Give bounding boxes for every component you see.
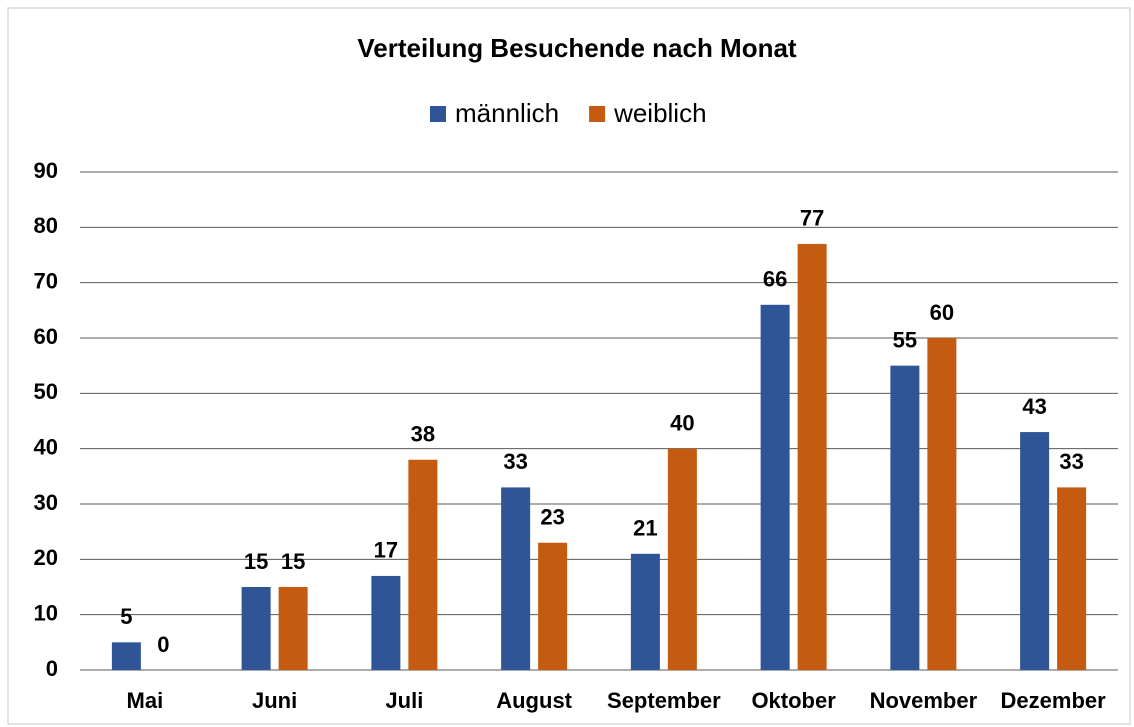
data-label: 15 [244,549,268,574]
bar [927,338,957,670]
data-label: 77 [800,206,824,231]
legend-label: weiblich [613,98,707,128]
data-label: 5 [120,604,132,629]
data-label: 23 [540,505,564,530]
data-label: 21 [633,516,657,541]
data-label: 43 [1022,394,1046,419]
y-tick-label: 30 [34,490,58,515]
bar [278,587,308,670]
x-tick-label: Mai [127,688,164,713]
y-tick-label: 60 [34,324,58,349]
data-label: 66 [763,267,787,292]
y-tick-label: 40 [34,434,58,459]
bar [797,243,827,670]
y-tick-label: 70 [34,268,58,293]
y-tick-label: 90 [34,158,58,183]
bar [408,459,438,670]
chart-border [7,7,1131,725]
data-label: 33 [503,449,527,474]
y-tick-label: 0 [46,656,58,681]
x-tick-label: Juni [252,688,297,713]
bar [501,487,531,670]
data-label: 0 [157,632,169,657]
bar [371,575,401,670]
legend-swatch [589,106,606,122]
data-label: 15 [281,549,305,574]
data-label: 38 [411,422,435,447]
legend-label: männlich [455,98,559,128]
x-tick-label: Juli [385,688,423,713]
x-tick-label: September [607,688,721,713]
bar [1020,432,1050,670]
data-label: 17 [374,538,398,563]
data-label: 40 [670,410,694,435]
y-tick-label: 10 [34,600,58,625]
legend-swatch [430,106,446,122]
bar [667,448,697,670]
y-tick-label: 50 [34,379,58,404]
data-label: 60 [930,300,954,325]
x-tick-label: November [870,688,978,713]
x-tick-label: Oktober [751,688,836,713]
x-tick-label: August [496,688,572,713]
bar [630,553,660,670]
y-tick-label: 80 [34,213,58,238]
chart-title: Verteilung Besuchende nach Monat [357,33,797,63]
bar [1057,487,1087,670]
y-tick-label: 20 [34,545,58,570]
data-label: 33 [1059,449,1083,474]
bar [760,304,790,670]
bar [538,542,568,670]
bar [111,642,141,670]
data-label: 55 [893,327,917,352]
bar [241,587,271,670]
bar [890,365,920,670]
x-tick-label: Dezember [1001,688,1107,713]
